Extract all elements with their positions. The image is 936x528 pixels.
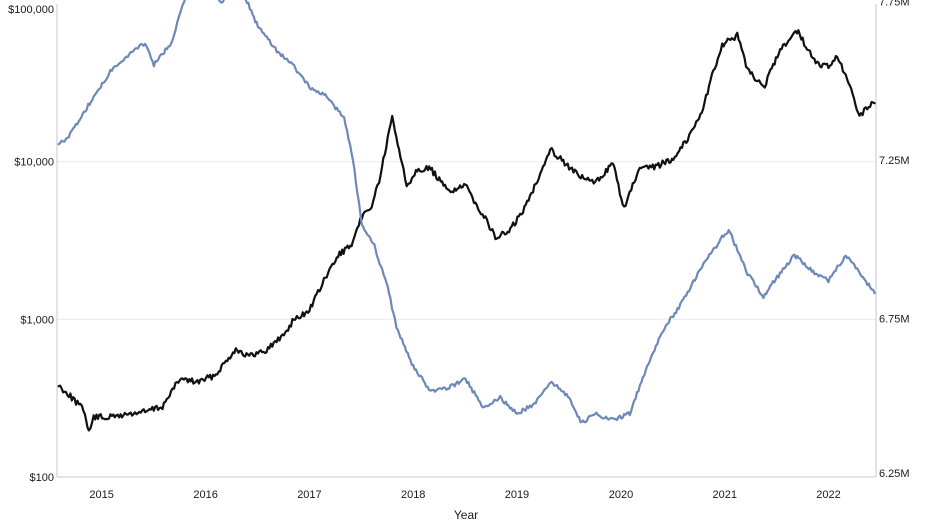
x-axis-tick-label: 2020: [609, 489, 633, 501]
x-axis-tick-label: 2016: [193, 489, 217, 501]
x-axis-tick-label: 2017: [297, 489, 321, 501]
secondary-series-line: [57, 0, 876, 424]
series-layer: [57, 0, 876, 432]
left-axis-tick-label: $100,000: [8, 4, 54, 16]
right-axis-tick-label: 7.25M: [879, 155, 910, 167]
axes: $100 $1,000 $10,000 $100,000 6.25M 6.75M 7.25M…: [8, 0, 909, 501]
right-axis-tick-label: 6.25M: [879, 468, 910, 480]
gridlines: [57, 161, 876, 320]
x-axis-tick-label: 2022: [816, 489, 840, 501]
left-axis-tick-label: $1,000: [20, 314, 54, 326]
right-axis-tick-label: 6.75M: [879, 314, 910, 326]
x-axis-tick-label: 2021: [713, 489, 737, 501]
x-axis-tick-label: 2019: [505, 489, 529, 501]
left-axis-tick-label: $10,000: [14, 157, 54, 169]
x-axis-title: Year: [454, 508, 478, 522]
plot-frame: [56, 4, 877, 478]
right-axis-tick-label: 7.75M: [879, 0, 910, 9]
x-axis-tick-label: 2018: [401, 489, 425, 501]
price-series-line: [57, 29, 876, 432]
left-axis-tick-label: $100: [30, 472, 54, 484]
x-axis-tick-label: 2015: [89, 489, 113, 501]
